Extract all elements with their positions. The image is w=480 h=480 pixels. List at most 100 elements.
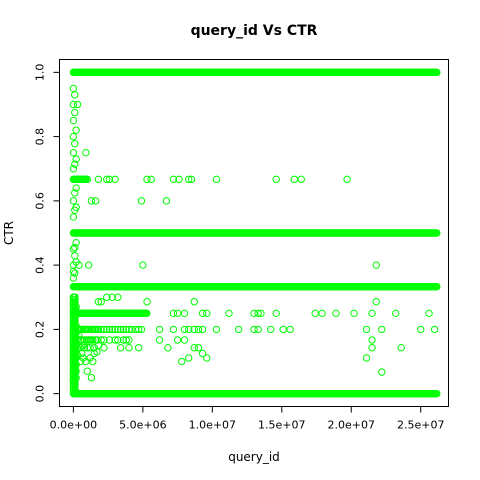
y-tick-label: 0.8 (34, 128, 47, 146)
data-point (80, 344, 89, 352)
data-point (83, 344, 91, 352)
data-point (198, 325, 207, 334)
data-point (86, 344, 94, 352)
data-point (94, 298, 103, 306)
data-point (114, 336, 122, 344)
data-point (297, 175, 305, 184)
data-point (254, 309, 262, 318)
data-point (417, 325, 425, 334)
x-axis-label: query_id (228, 450, 280, 464)
data-point (97, 325, 105, 334)
data-point (73, 100, 82, 109)
data-point (72, 203, 80, 212)
data-point (203, 354, 211, 362)
data-point (108, 293, 116, 301)
data-point (169, 175, 178, 184)
data-point (180, 325, 189, 334)
data-point (78, 336, 86, 344)
data-point (143, 309, 151, 318)
data-point (430, 325, 439, 334)
data-point (164, 344, 172, 352)
data-point (132, 309, 140, 318)
data-point (212, 175, 221, 184)
data-point (433, 68, 441, 77)
data-point (368, 344, 376, 352)
x-tick-label: 2.0e+07 (328, 419, 375, 432)
data-point (143, 175, 151, 184)
y-tick-label: 0.4 (34, 256, 47, 274)
data-point (71, 298, 79, 306)
data-point (82, 148, 90, 157)
data-point (103, 175, 111, 184)
data-point (378, 325, 386, 334)
data-point (137, 197, 146, 205)
y-tick-label: 0.2 (34, 321, 47, 339)
data-point (286, 325, 294, 334)
data-point (97, 298, 105, 306)
data-point (114, 293, 122, 301)
data-point (103, 293, 111, 301)
data-point (132, 325, 140, 334)
data-point (433, 282, 441, 291)
data-point (155, 325, 164, 334)
data-point (187, 175, 196, 184)
data-point (368, 336, 376, 344)
data-point (71, 293, 79, 301)
data-point (272, 309, 280, 318)
data-point (111, 325, 119, 334)
data-point (84, 261, 93, 269)
data-point (185, 354, 193, 362)
data-point (119, 336, 128, 344)
data-point (72, 303, 80, 311)
y-tick-label: 0.6 (34, 192, 47, 210)
data-point (94, 325, 103, 334)
data-point (137, 325, 146, 334)
data-point (311, 309, 319, 318)
data-point (173, 309, 182, 318)
data-point (94, 175, 103, 184)
data-point (125, 336, 133, 344)
data-point (100, 325, 108, 334)
data-point (203, 309, 211, 318)
data-point (69, 213, 78, 221)
data-point (397, 344, 405, 352)
data-point (128, 325, 136, 334)
data-point (190, 298, 198, 306)
y-axis: 0.0 0.2 0.4 0.6 0.8 1.0 (34, 64, 60, 403)
x-tick-label: 1.5e+07 (258, 419, 305, 432)
data-point (290, 175, 298, 184)
data-point (143, 298, 151, 306)
data-point (185, 175, 193, 184)
data-point (194, 325, 203, 334)
data-point (343, 175, 351, 184)
data-point (235, 325, 243, 334)
chart-title: query_id Vs CTR (191, 23, 318, 39)
data-point (111, 175, 119, 184)
data-point (116, 325, 125, 334)
y-tick-label: 1.0 (34, 64, 47, 82)
data-point (433, 389, 441, 398)
data-point (119, 325, 128, 334)
data-point (368, 309, 376, 318)
data-point (372, 298, 380, 306)
data-point (198, 309, 207, 318)
data-point (254, 325, 262, 334)
data-point (91, 197, 100, 205)
data-point (69, 197, 78, 205)
data-point (194, 344, 203, 352)
data-point (266, 325, 275, 334)
data-point (173, 336, 182, 344)
x-axis: 0.0e+00 5.0e+06 1.0e+07 1.5e+07 2.0e+07 2.5e+… (50, 406, 444, 432)
data-point (250, 325, 258, 334)
data-point (362, 354, 371, 362)
data-point (71, 160, 79, 168)
data-point (433, 229, 441, 237)
data-point (134, 344, 143, 352)
y-tick-label: 0.0 (34, 385, 47, 403)
data-point (89, 357, 97, 366)
data-point (71, 318, 79, 327)
data-point (80, 336, 89, 344)
data-point (103, 325, 111, 334)
